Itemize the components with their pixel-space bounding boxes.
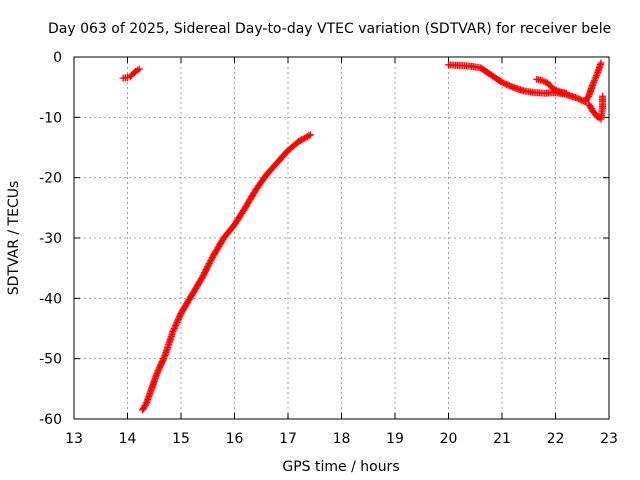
data-point [507,82,515,90]
data-point [503,80,511,88]
data-point [504,81,512,89]
data-point [306,131,314,139]
x-tick-label: 17 [279,431,297,447]
data-point [154,367,162,375]
x-tick-label: 13 [65,431,83,447]
y-tick-label: -50 [39,352,62,368]
series-segment-5 [585,92,607,123]
data-point [205,261,213,269]
data-point [597,59,605,67]
data-point [158,358,166,366]
data-point [135,65,143,73]
series-segment-2 [138,131,314,414]
data-point [205,260,213,268]
chart-title: Day 063 of 2025, Sidereal Day-to-day VTE… [48,21,611,37]
x-tick-label: 21 [493,431,511,447]
y-tick-label: -30 [39,231,62,247]
data-point [154,368,162,376]
y-axis-label: SDTVAR / TECUs [6,181,22,296]
x-tick-label: 20 [440,431,458,447]
x-tick-label: 16 [226,431,244,447]
data-point [562,89,570,97]
data-point [305,132,313,140]
data-point [506,82,514,90]
series-segment-4 [533,75,570,97]
data-point [160,353,168,361]
data-point [575,95,583,103]
data-point [174,317,182,325]
y-tick-label: 0 [53,50,62,66]
x-tick-label: 22 [547,431,565,447]
data-point [207,257,215,265]
data-point [175,314,183,322]
data-point [172,320,180,328]
data-point [141,401,149,409]
data-point [155,365,163,373]
data-point [174,315,182,323]
data-point [171,323,179,331]
y-tick-label: -20 [39,171,62,187]
data-point [176,312,184,320]
data-point [201,267,209,275]
data-point [206,258,214,266]
data-point [498,78,506,86]
y-tick-label: -40 [39,291,62,307]
x-tick-label: 23 [600,431,618,447]
data-point [500,79,508,87]
data-point [153,370,161,378]
y-tick-label: -60 [39,412,62,428]
data-series [119,59,607,414]
x-tick-label: 14 [119,431,137,447]
data-point [170,326,178,334]
data-point [159,356,167,364]
data-point [501,80,509,88]
data-point [204,263,212,271]
data-point [576,95,584,103]
grid [74,57,609,419]
data-point [170,325,178,332]
data-point [156,362,164,370]
series-segment-3 [445,59,605,106]
x-tick-label: 15 [172,431,190,447]
x-tick-label: 18 [333,431,351,447]
data-point [201,269,209,277]
data-point [202,266,210,274]
data-point [169,328,177,336]
data-point [160,355,168,363]
data-point [157,361,165,369]
data-point [172,321,180,329]
data-point [208,255,216,263]
data-point [203,264,211,272]
data-point [573,94,581,102]
data-point [158,359,166,367]
x-tick-label: 19 [386,431,404,447]
series-segment-1 [119,65,143,82]
y-tick-label: -10 [39,110,62,126]
data-point [156,364,164,372]
data-point [198,273,206,281]
data-point [199,272,207,280]
data-point [173,318,181,326]
ticks: 13 14 15 16 17 18 19 20 21 22 23 0 -10 -20 -30 -40 -50 -6… [39,50,618,447]
data-point [599,92,607,100]
x-axis-label: GPS time / hours [282,459,399,475]
data-point [200,270,208,278]
